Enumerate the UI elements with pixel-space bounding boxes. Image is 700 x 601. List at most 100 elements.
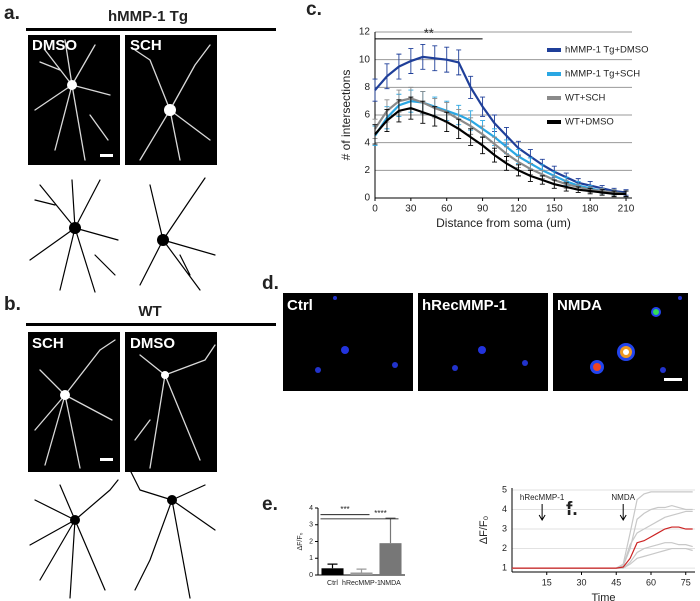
soma [70,515,80,525]
bar [379,543,402,575]
x-tick-label: 30 [405,204,417,215]
data-line [374,55,627,194]
y-tick-label: 2 [309,538,313,545]
soma [67,80,77,90]
legend-label: hMMP-1 Tg+SCH [565,69,640,80]
y-tick-label: 0 [364,193,370,204]
error-bar [385,517,396,544]
soma [157,234,169,246]
x-tick-label: hRecMMP-1 [342,580,381,587]
data-line [374,100,627,195]
data-line [512,542,693,569]
data-line [512,491,693,569]
scale-bar [664,378,682,381]
y-tick-label: 12 [359,27,371,38]
image-label: DMSO [32,37,77,54]
y-axis-title: # of intersections [339,70,353,161]
neuron-tracing [29,469,216,599]
panel-label: c. [306,0,322,20]
micrograph [28,332,120,472]
y-axis-title: ΔF/F₀ [297,532,304,550]
y-tick-label: 4 [309,505,313,512]
panel-label: d. [262,273,279,294]
x-axis-title: Time [591,592,615,601]
x-tick-label: 210 [618,204,635,215]
panel-label: e. [262,494,278,515]
micrograph [125,332,217,472]
x-tick-label: 180 [582,204,599,215]
data-line [512,504,693,569]
legend-label: WT+SCH [565,93,606,104]
calcium-image [553,293,688,391]
x-tick-label: 75 [681,577,691,587]
annotation-label: NMDA [611,493,635,502]
group-bar [26,28,276,31]
data-line [512,547,693,569]
neuron-image [34,339,216,469]
bar [350,572,373,575]
image-label: DMSO [130,335,175,352]
x-tick-label: 150 [546,204,563,215]
cell-spots [315,296,682,374]
annotation-arrow [619,504,627,521]
y-axis-title: ΔF/F₀ [478,516,490,544]
significance-label: *** [340,505,349,514]
error-bar [356,568,367,573]
group-label: hMMP-1 Tg [108,8,188,25]
y-tick-label: 2 [364,165,370,176]
y-tick-label: 1 [309,555,313,562]
calcium-image [418,293,548,391]
soma [161,371,169,379]
y-tick-label: 1 [502,562,507,572]
soma [69,222,81,234]
error-bar [327,563,338,569]
y-tick-label: 10 [359,54,371,65]
y-tick-label: 2 [502,543,507,553]
x-tick-label: 15 [542,577,552,587]
bar [321,568,344,575]
significance-label: **** [374,509,386,518]
legend-label: WT+DMSO [565,117,614,128]
neuron-tracing [29,177,216,293]
group-bar [26,323,276,326]
panel-label: a. [4,3,20,24]
x-tick-label: NMDA [380,580,401,587]
y-tick-label: 6 [364,110,370,121]
error-bar [372,78,378,102]
x-tick-label: 30 [576,577,586,587]
data-line [374,97,627,195]
data-line [512,510,693,569]
x-tick-label: 0 [372,204,378,215]
y-tick-label: 5 [502,484,507,494]
x-tick-label: 90 [477,204,489,215]
image-label: NMDA [557,297,602,314]
image-label: hRecMMP-1 [422,297,507,314]
image-label: SCH [130,37,162,54]
significance-label: ** [424,25,434,40]
legend-label: hMMP-1 Tg+DMSO [565,45,649,56]
annotation-arrow [538,504,546,521]
group-label: WT [138,303,161,320]
data-line [374,106,627,195]
y-tick-label: 8 [364,82,370,93]
x-axis-title: Distance from soma (um) [436,216,571,230]
image-label: SCH [32,335,64,352]
y-tick-label: 3 [502,523,507,533]
soma [167,495,177,505]
x-tick-label: 60 [646,577,656,587]
y-tick-label: 4 [502,504,507,514]
panel-label: b. [4,294,21,315]
data-line [512,526,693,569]
soma [164,104,176,116]
neuron-image [34,39,211,161]
y-tick-label: 4 [364,137,370,148]
scale-bar [100,154,113,157]
x-tick-label: 45 [611,577,621,587]
x-tick-label: 120 [510,204,527,215]
x-tick-label: 60 [441,204,453,215]
soma [60,390,70,400]
calcium-image [283,293,413,391]
y-tick-label: 0 [309,572,313,579]
